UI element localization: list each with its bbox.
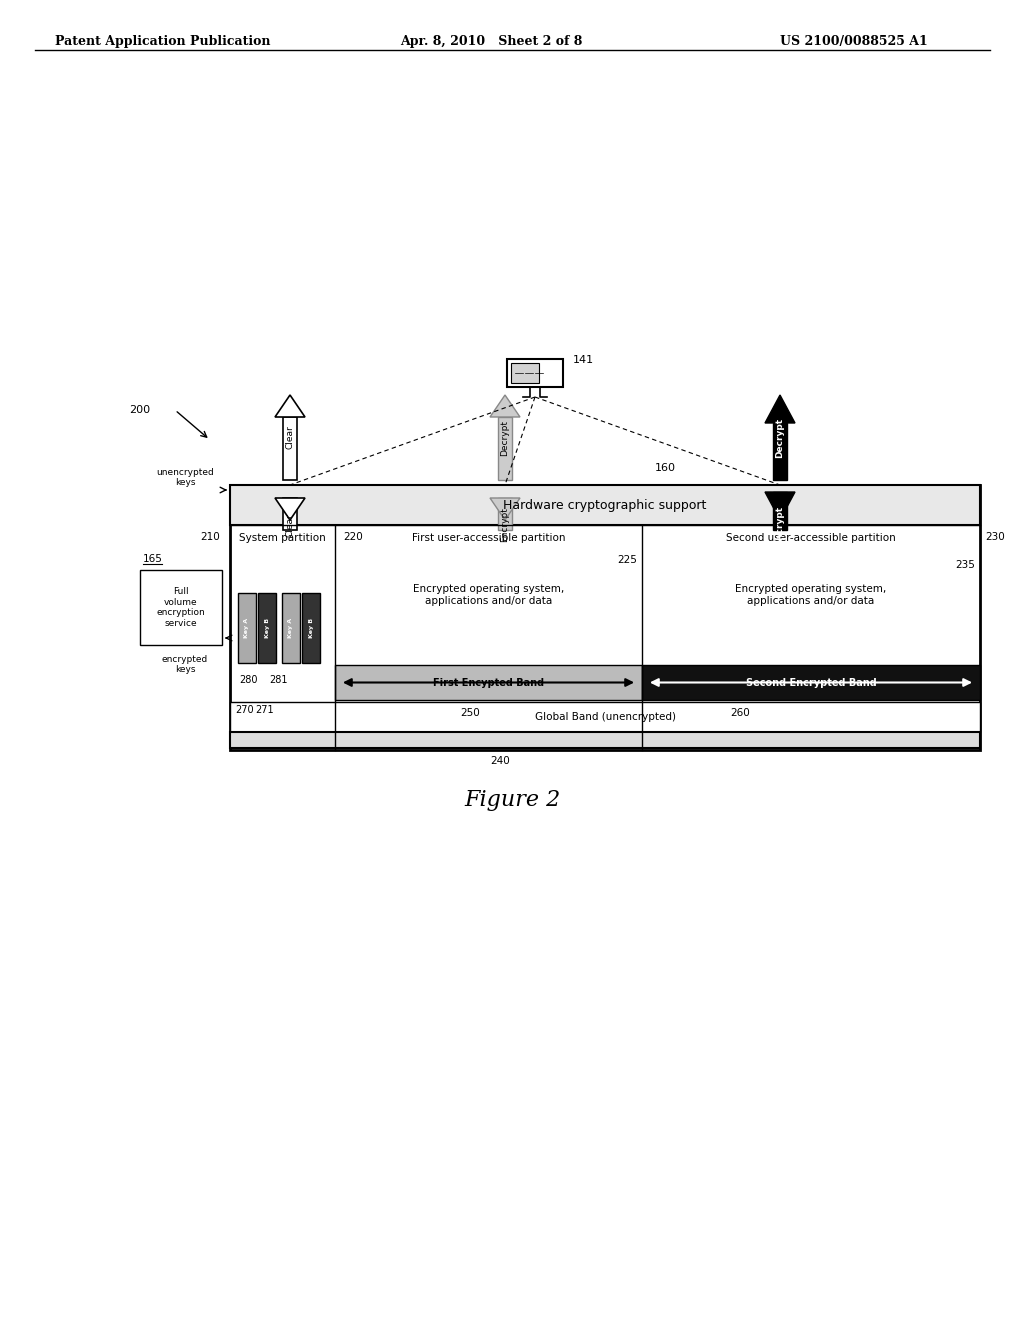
FancyBboxPatch shape [511,363,539,383]
Text: 141: 141 [573,355,594,366]
Polygon shape [490,395,520,417]
Text: 230: 230 [985,532,1005,543]
Text: Encrypt: Encrypt [501,508,510,543]
Text: 281: 281 [268,675,288,685]
FancyBboxPatch shape [230,733,980,748]
Text: Key A: Key A [289,618,294,638]
Polygon shape [490,498,520,520]
FancyBboxPatch shape [140,570,222,645]
FancyBboxPatch shape [230,702,980,733]
Text: encrypted
keys: encrypted keys [162,655,208,675]
Text: 260: 260 [730,708,750,718]
FancyBboxPatch shape [258,593,276,663]
Text: 235: 235 [955,560,975,570]
Text: Figure 2: Figure 2 [464,789,560,810]
Polygon shape [765,395,795,422]
Text: 270: 270 [236,705,254,715]
Text: Clear: Clear [286,513,295,537]
Text: 160: 160 [655,463,676,473]
Text: 210: 210 [201,532,220,543]
Text: 280: 280 [239,675,257,685]
Text: Hardware cryptographic support: Hardware cryptographic support [504,499,707,511]
Text: Key B: Key B [264,618,269,638]
Polygon shape [275,498,305,520]
FancyBboxPatch shape [773,492,786,531]
Text: Encrypted operating system,
applications and/or data: Encrypted operating system, applications… [735,585,887,606]
FancyBboxPatch shape [284,498,297,531]
Text: First Encypted Band: First Encypted Band [433,677,544,688]
FancyBboxPatch shape [507,359,563,387]
Text: 165: 165 [143,554,163,564]
Text: System partition: System partition [240,533,326,543]
Text: Global Band (unencrypted): Global Band (unencrypted) [535,711,676,722]
FancyBboxPatch shape [642,665,980,700]
FancyBboxPatch shape [230,484,980,525]
Text: 200: 200 [129,405,150,414]
Text: Key A: Key A [245,618,250,638]
FancyBboxPatch shape [499,498,512,531]
Text: Full
volume
encryption
service: Full volume encryption service [157,587,206,627]
Polygon shape [275,395,305,417]
FancyBboxPatch shape [282,593,300,663]
Text: 250: 250 [460,708,480,718]
FancyBboxPatch shape [335,665,642,700]
Polygon shape [765,492,795,520]
Text: First user-accessible partition: First user-accessible partition [412,533,565,543]
Text: Encrypt: Encrypt [775,506,784,545]
Text: Clear: Clear [286,425,295,449]
Text: Second Encrypted Band: Second Encrypted Band [745,677,877,688]
Text: Decrypt: Decrypt [501,420,510,455]
FancyBboxPatch shape [284,417,297,480]
Text: Second user-accessible partition: Second user-accessible partition [726,533,896,543]
Text: 220: 220 [343,532,362,543]
Text: Apr. 8, 2010   Sheet 2 of 8: Apr. 8, 2010 Sheet 2 of 8 [400,36,583,48]
Text: Patent Application Publication: Patent Application Publication [55,36,270,48]
FancyBboxPatch shape [773,422,786,480]
Text: 240: 240 [490,756,510,766]
FancyBboxPatch shape [238,593,256,663]
Text: Encrypted operating system,
applications and/or data: Encrypted operating system, applications… [413,585,564,606]
FancyBboxPatch shape [302,593,319,663]
Text: 271: 271 [256,705,274,715]
FancyBboxPatch shape [499,417,512,480]
FancyBboxPatch shape [230,484,980,750]
Text: US 2100/0088525 A1: US 2100/0088525 A1 [780,36,928,48]
Text: unencrypted
keys: unencrypted keys [156,467,214,487]
Text: 225: 225 [617,554,637,565]
Text: Key B: Key B [308,618,313,638]
Text: Decrypt: Decrypt [775,417,784,458]
